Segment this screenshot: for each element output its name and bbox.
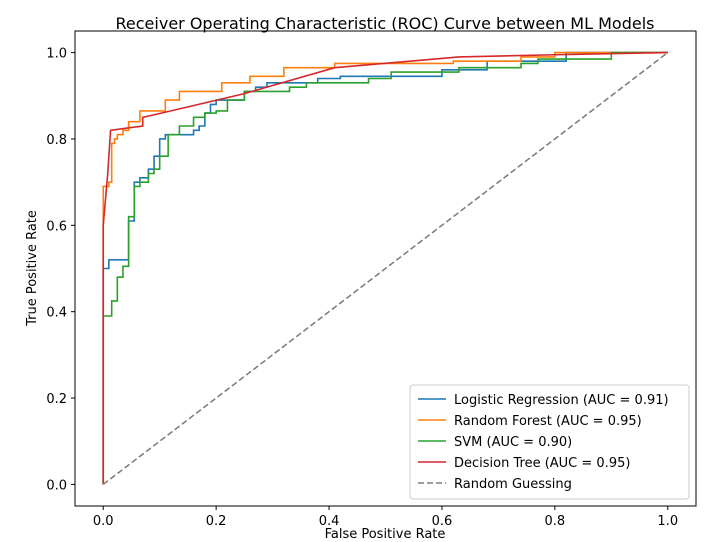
y-axis-label: True Positive Rate	[25, 210, 40, 327]
axis-ticks: 0.0 0.2 0.4 0.6 0.8 1.0 0.0 0.2 0.4 0.6 0.8 1.0	[46, 47, 678, 529]
series-line-decision-tree	[102, 51, 668, 485]
series-line-random-forest	[102, 51, 668, 485]
chart-title: Receiver Operating Characteristic (ROC) …	[116, 14, 655, 33]
y-tick-label: 0.6	[46, 219, 67, 234]
x-tick-label: 0.6	[432, 514, 453, 529]
legend-box	[409, 384, 690, 500]
series-line-random-guessing	[102, 51, 669, 486]
legend-label-random-forest: Random Forest (AUC = 0.95)	[454, 414, 642, 429]
legend-label-logistic-regression: Logistic Regression (AUC = 0.91)	[454, 393, 669, 408]
y-tick-label: 0.8	[46, 133, 67, 148]
x-tick-label: 0.2	[206, 514, 227, 529]
series-line-logistic-regression	[102, 51, 668, 485]
x-tick-label: 1.0	[657, 514, 678, 529]
series-line-svm	[102, 51, 668, 485]
y-tick-label: 0.2	[46, 392, 67, 407]
y-tick-label: 0.4	[46, 306, 67, 321]
x-tick-label: 0.0	[93, 514, 114, 529]
y-tick-label: 0.0	[46, 478, 67, 493]
legend-label-decision-tree: Decision Tree (AUC = 0.95)	[454, 456, 630, 471]
x-tick-label: 0.4	[319, 514, 340, 529]
axes-frame	[74, 30, 697, 507]
legend-label-random-guessing: Random Guessing	[454, 477, 572, 492]
x-tick-label: 0.8	[545, 514, 566, 529]
x-axis-label: False Positive Rate	[325, 527, 446, 542]
plot-area	[102, 51, 669, 486]
y-tick-label: 1.0	[46, 47, 67, 62]
legend: Logistic Regression (AUC = 0.91) Random F…	[409, 384, 690, 500]
legend-label-svm: SVM (AUC = 0.90)	[454, 435, 572, 450]
